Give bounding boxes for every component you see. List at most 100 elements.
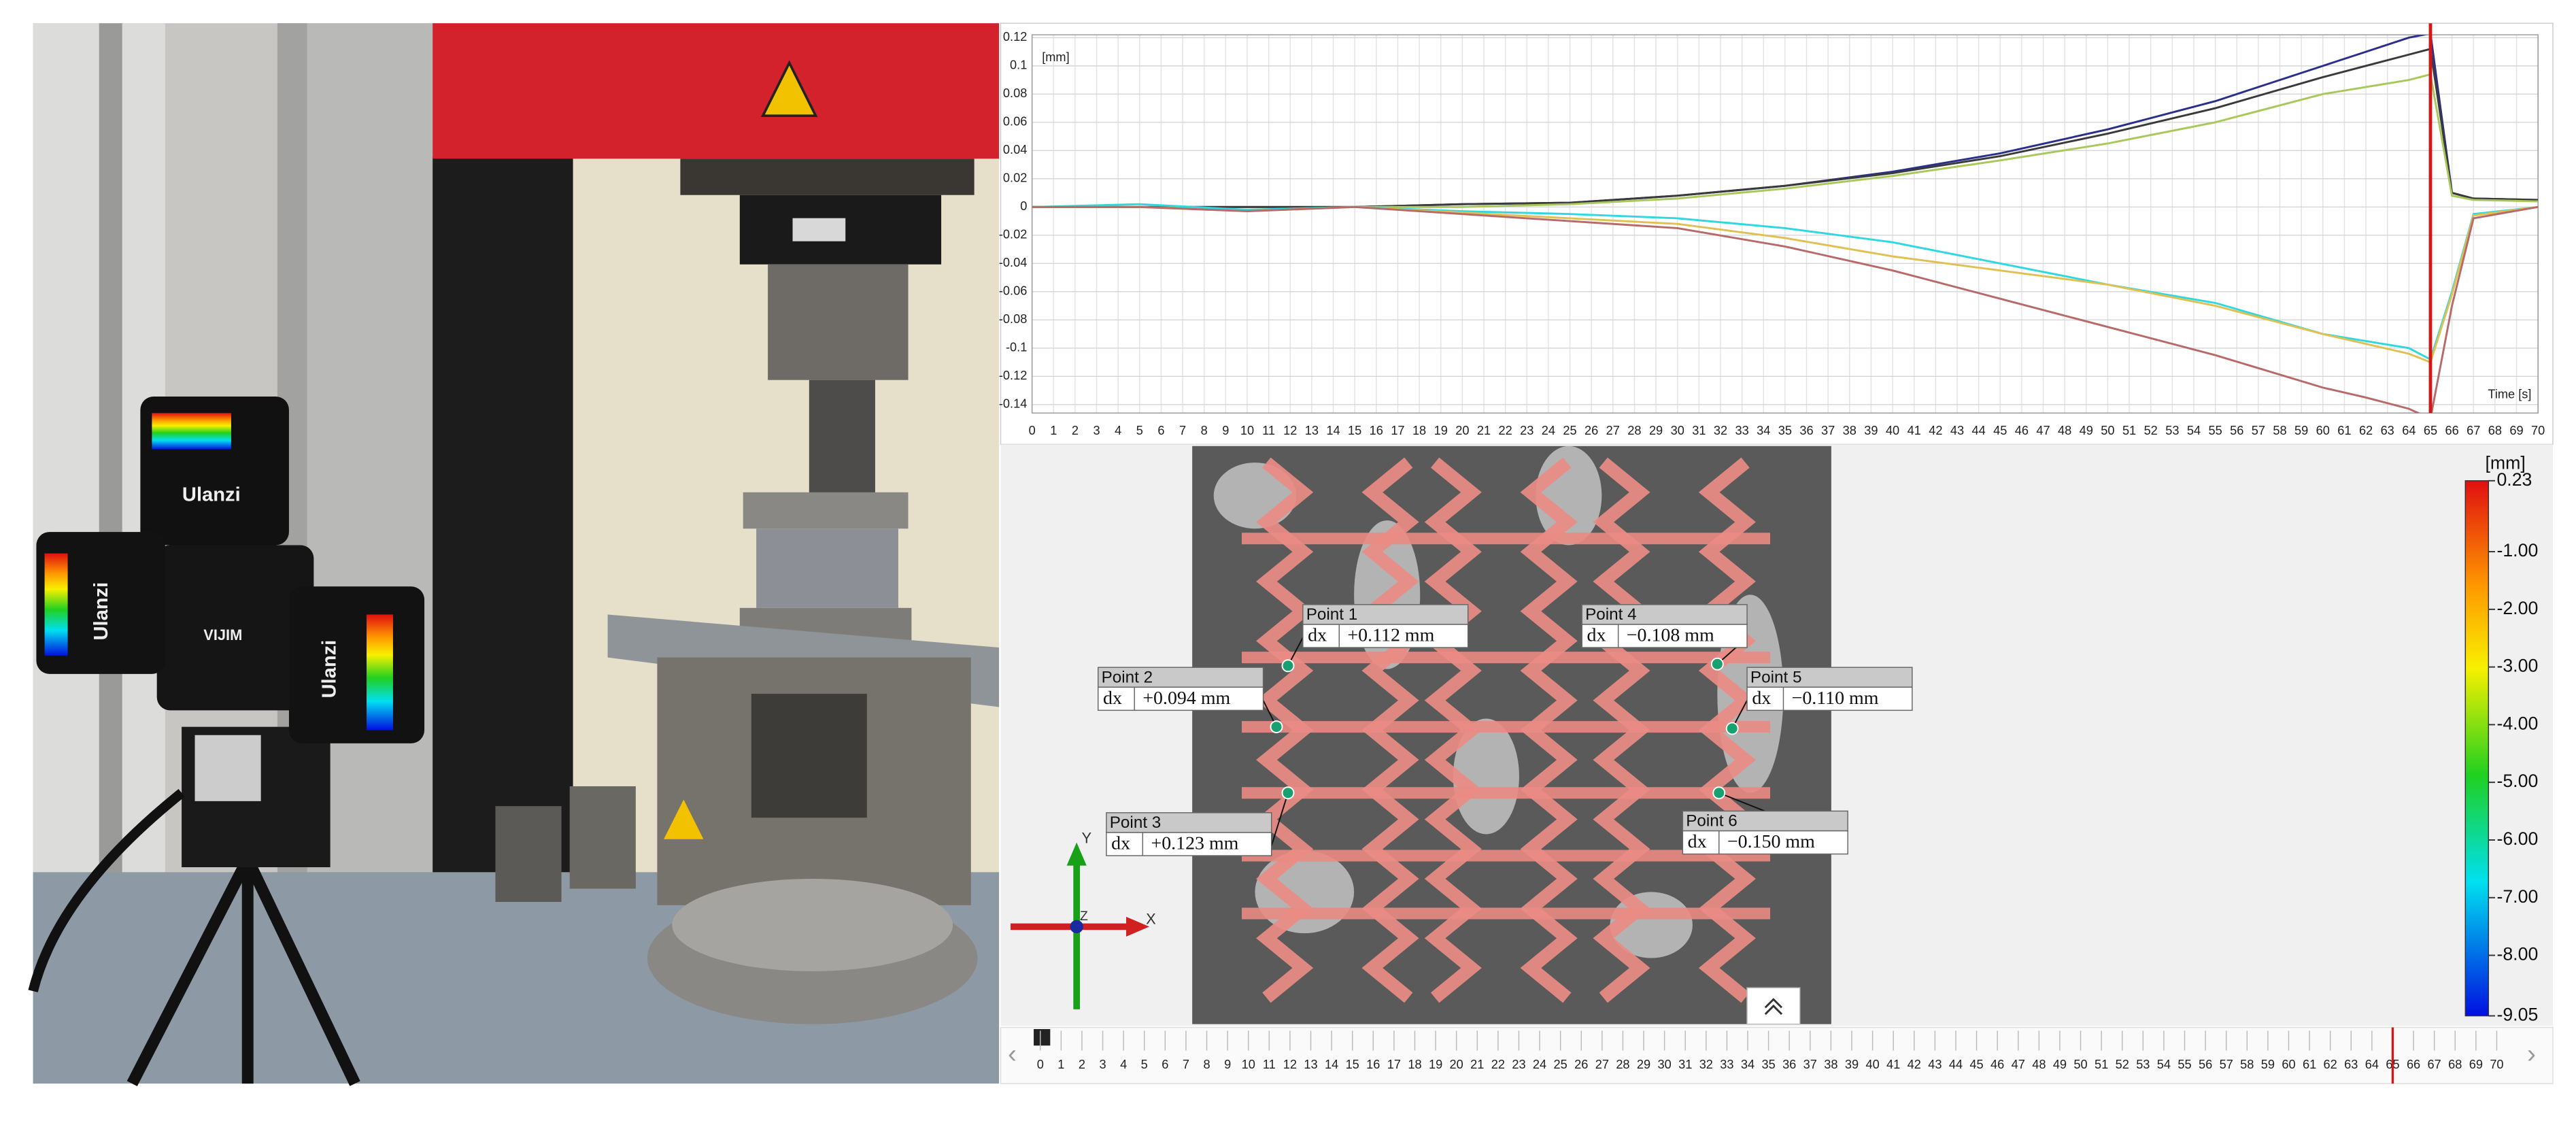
dic-highlight — [1255, 850, 1355, 934]
x-tick-label: 6 — [1157, 424, 1164, 437]
point-body — [1302, 624, 1469, 648]
x-tick-label: 39 — [1864, 424, 1878, 437]
y-unit: [mm] — [1042, 50, 1069, 64]
timeline-label: 1 — [1057, 1058, 1064, 1071]
timeline-label: 56 — [2199, 1058, 2212, 1071]
point-component: dx — [1103, 688, 1122, 709]
x-tick-label: 15 — [1348, 424, 1361, 437]
timeline-label: 3 — [1099, 1058, 1106, 1071]
y-tick-label: 0.06 — [1003, 115, 1027, 129]
timeline-label: 21 — [1470, 1058, 1484, 1071]
red-crossbar — [433, 23, 1000, 159]
y-tick-label: 0.08 — [1003, 86, 1027, 100]
timeline-label: 38 — [1824, 1058, 1837, 1071]
timeline — [1000, 1026, 2554, 1084]
timeline-label: 32 — [1699, 1058, 1713, 1071]
x-tick-label: 51 — [2122, 424, 2136, 437]
timeline-label: 25 — [1554, 1058, 1567, 1071]
y-tick-label: -0.12 — [999, 369, 1028, 382]
timeline-label: 18 — [1408, 1058, 1421, 1071]
timeline-prev: ‹ — [1008, 1039, 1017, 1069]
x-tick-label: 31 — [1692, 424, 1706, 437]
collapse-chevron — [1764, 998, 1783, 1009]
point-marker — [1281, 659, 1295, 673]
y-tick-label: -0.04 — [999, 256, 1028, 269]
colorbar-label: 0.23 — [2496, 469, 2532, 490]
timeline-label: 7 — [1183, 1058, 1189, 1071]
chart-panel — [1000, 22, 2554, 446]
x-tick-label: 14 — [1326, 424, 1340, 437]
x-tick-label: 45 — [1993, 424, 2007, 437]
gizmo-label-x: X — [1146, 910, 1156, 927]
x-tick-label: 63 — [2381, 424, 2394, 437]
lattice-strut — [1256, 457, 1314, 1003]
timeline-label: 0 — [1037, 1058, 1044, 1071]
timeline-label: 61 — [2303, 1058, 2316, 1071]
timeline-label: 15 — [1346, 1058, 1359, 1071]
collapse-chevron — [1764, 1004, 1783, 1015]
photo-door-edge — [99, 23, 122, 882]
light-right — [288, 586, 425, 743]
x-tick-label: 26 — [1584, 424, 1598, 437]
x-tick-label: 17 — [1391, 424, 1404, 437]
point-label: Point 4 — [1585, 605, 1637, 624]
x-tick-label: 55 — [2208, 424, 2222, 437]
x-tick-label: 36 — [1799, 424, 1813, 437]
timeline-label: 5 — [1141, 1058, 1148, 1071]
light-left-rgb — [44, 553, 68, 656]
photo-text: VIJIM — [203, 626, 242, 643]
plot-frame — [1031, 34, 2539, 414]
timeline-label: 12 — [1283, 1058, 1297, 1071]
x-tick-label: 49 — [2080, 424, 2093, 437]
timeline-label: 6 — [1162, 1058, 1168, 1071]
timeline-label: 4 — [1120, 1058, 1127, 1071]
x-tick-label: 8 — [1201, 424, 1208, 437]
dic-highlight — [1453, 718, 1519, 835]
timeline-next: › — [2527, 1039, 2536, 1069]
photo-text: Ulanzi — [318, 640, 340, 699]
timeline-label: 37 — [1803, 1058, 1817, 1071]
timeline-label: 42 — [1908, 1058, 1921, 1071]
x-tick-label: 64 — [2402, 424, 2416, 437]
plate-a — [495, 806, 562, 902]
x-tick-label: 23 — [1520, 424, 1533, 437]
point-marker — [1710, 657, 1724, 671]
gizmo-y-head — [1066, 842, 1087, 866]
x-tick-label: 3 — [1093, 424, 1100, 437]
point-header — [1746, 667, 1913, 688]
timeline-label: 58 — [2240, 1058, 2254, 1071]
x-tick-label: 7 — [1179, 424, 1186, 437]
colorbar-label: -5.00 — [2496, 771, 2538, 791]
x-tick-label: 42 — [1929, 424, 1942, 437]
light-right-rgb — [367, 614, 393, 731]
point-value: −0.110 mm — [1792, 688, 1879, 709]
point-label: Point 6 — [1686, 812, 1738, 830]
camera-body — [156, 545, 314, 711]
x-tick-label: 10 — [1240, 424, 1254, 437]
y-tick-label: -0.1 — [1006, 341, 1027, 354]
timeline-label: 45 — [1969, 1058, 1983, 1071]
x-tick-label: 32 — [1714, 424, 1727, 437]
timeline-label: 43 — [1928, 1058, 1942, 1071]
timeline-label: 17 — [1387, 1058, 1401, 1071]
x-tick-label: 44 — [1971, 424, 1985, 437]
x-tick-label: 43 — [1950, 424, 1964, 437]
y-tick-label: 0.12 — [1003, 30, 1027, 44]
timeline-label: 44 — [1949, 1058, 1963, 1071]
lattice-strut — [1520, 457, 1578, 1003]
timeline-label: 63 — [2344, 1058, 2358, 1071]
point-body — [1682, 830, 1848, 855]
x-tick-label: 69 — [2509, 424, 2523, 437]
photo-text: Ulanzi — [90, 582, 112, 641]
y-tick-label: 0.02 — [1003, 171, 1027, 185]
x-tick-label: 54 — [2187, 424, 2201, 437]
y-tick-label: 0 — [1020, 199, 1027, 213]
colorbar-label: -9.05 — [2496, 1005, 2538, 1025]
x-tick-label: 34 — [1757, 424, 1770, 437]
point-value: +0.123 mm — [1151, 833, 1238, 854]
x-tick-label: 37 — [1821, 424, 1835, 437]
timeline-label: 8 — [1203, 1058, 1210, 1071]
lattice-strut — [1424, 457, 1482, 1003]
point-header — [1302, 604, 1469, 625]
